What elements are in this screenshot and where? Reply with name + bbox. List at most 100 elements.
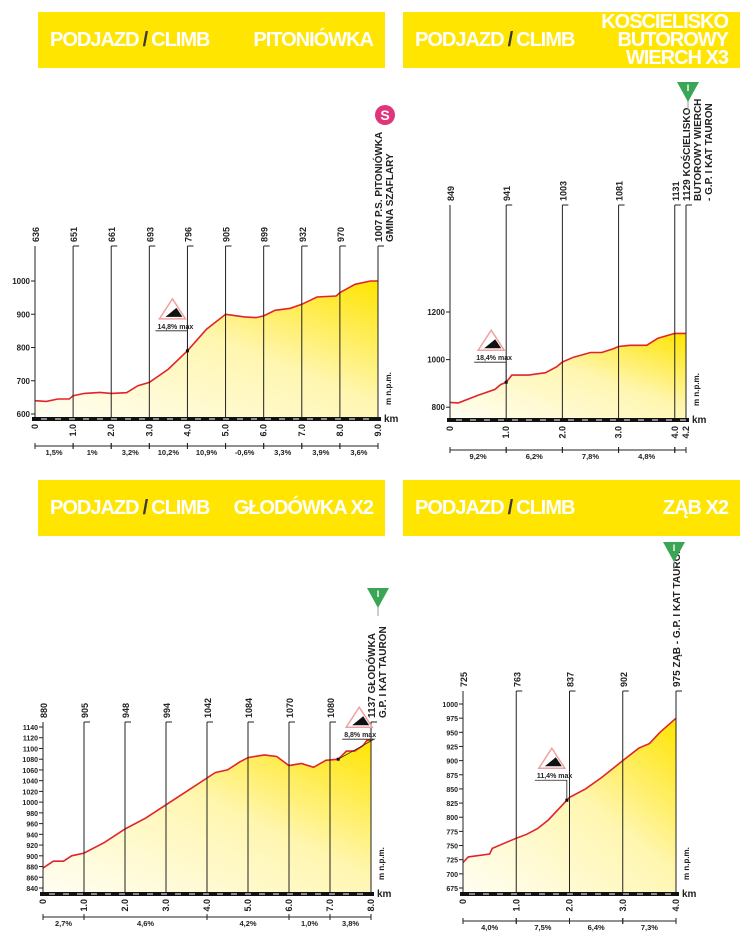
baseline-dash: [526, 419, 532, 421]
km-tick-label: 8.0: [366, 899, 376, 912]
y-tick-label: 700: [17, 377, 31, 386]
title-line: KOŚCIELISKO: [601, 11, 729, 33]
climb-title: GŁODÓWKA X2: [234, 498, 374, 518]
elevation-line: [42, 739, 371, 869]
y-tick-label: 800: [446, 815, 458, 822]
km-tick-label: 4.2: [681, 426, 691, 439]
y-tick-label: 840: [26, 886, 38, 893]
gradient-label: 7,5%: [534, 923, 551, 932]
max-gradient-label: 14,8% max: [157, 324, 193, 331]
x-unit-label: km: [692, 415, 707, 426]
baseline-dash: [512, 419, 518, 421]
baseline-dash: [203, 893, 209, 895]
climb-profile-chart: 675 700 725 750 775 800 825 850 875 900 925 950 975 1…: [442, 542, 697, 932]
baseline-dash: [456, 419, 462, 421]
y-tick-label: 880: [26, 865, 38, 872]
km-tick-label: 5.0: [221, 424, 231, 437]
baseline-dash: [209, 418, 215, 420]
baseline-dash: [139, 418, 145, 420]
y-tick-label: 750: [446, 844, 458, 851]
baseline-dash: [97, 418, 103, 420]
baseline-dash: [49, 893, 55, 895]
marker-elevation-label: 1070: [285, 698, 295, 718]
slash: /: [507, 28, 513, 51]
y-tick-label: 980: [26, 811, 38, 818]
climb-title: ZĄB X2: [663, 498, 729, 518]
marker-elevation-label: 651: [69, 227, 79, 242]
baseline-dash: [553, 893, 559, 895]
mountain-glyph: [165, 307, 183, 317]
km-tick-label: 1.0: [68, 424, 78, 437]
baseline-dash: [610, 419, 616, 421]
climb-title: KOŚCIELISKO BUTOROWY WIERCH X3: [574, 11, 729, 68]
baseline-dash: [624, 419, 630, 421]
y-tick-label: 850: [446, 787, 458, 794]
baseline-dash: [231, 893, 237, 895]
summit-label: BUTOROWY WIERCH: [693, 99, 704, 201]
baseline-dash: [77, 893, 83, 895]
climb-profile-chart: 840 860 880 900 920 940 960 980 1000 1020 1040 1060…: [22, 588, 392, 928]
km-tick-label: 4.0: [202, 899, 212, 912]
km-tick-label: 6.0: [259, 424, 269, 437]
elevation-area: [35, 281, 378, 417]
baseline-dash: [181, 418, 187, 420]
gradient-label: 1,5%: [46, 448, 63, 457]
leader-line: [474, 361, 507, 383]
baseline-dash: [251, 418, 257, 420]
summit-label: 1129 KOŚCIELISKO: [680, 107, 693, 201]
gradient-label: 4,8%: [638, 452, 655, 461]
climb-word-pl: PODJAZD: [50, 28, 140, 51]
baseline-dash: [637, 893, 643, 895]
climb-label: PODJAZD / CLIMB: [50, 28, 210, 52]
climb-word-pl: PODJAZD: [415, 496, 505, 519]
climb-header: PODJAZD / CLIMB GŁODÓWKA X2: [38, 480, 385, 536]
gradient-label: 2,7%: [55, 919, 72, 928]
gradient-label: -0,6%: [235, 448, 255, 457]
baseline-dash: [666, 419, 672, 421]
climb-label: PODJAZD / CLIMB: [50, 497, 210, 520]
sprint-icon: [375, 105, 395, 125]
y-tick-label: 900: [26, 854, 38, 861]
baseline-dash: [55, 418, 61, 420]
summit-label: - G.P. I KAT TAURON: [704, 103, 715, 201]
y-tick-label: 1080: [22, 757, 38, 764]
climb-profile-chart: 800 1000 1200 849 941 1003 1081 1131 1129 KOŚCIE…: [427, 82, 715, 461]
baseline-dash: [469, 893, 475, 895]
climb-title: PITONIÓWKA: [253, 30, 374, 50]
baseline-dash: [484, 419, 490, 421]
baseline-dash: [343, 893, 349, 895]
km-tick-label: 1.0: [79, 899, 89, 912]
baseline-dash: [41, 418, 47, 420]
baseline-dash: [511, 893, 517, 895]
baseline-dash: [119, 893, 125, 895]
elevation-line: [462, 717, 677, 864]
km-tick-label: 0: [458, 899, 468, 904]
y-tick-label: 900: [446, 759, 458, 766]
leader-line: [534, 779, 568, 801]
km-tick-label: 7.0: [325, 899, 335, 912]
baseline-dash: [293, 418, 299, 420]
km-tick-label: 1.0: [501, 426, 511, 439]
km-tick-label: 2.0: [557, 426, 567, 439]
baseline-dash: [329, 893, 335, 895]
mountain-glyph: [352, 716, 370, 726]
climb-label: PODJAZD / CLIMB: [415, 496, 575, 520]
baseline-dash: [167, 418, 173, 420]
x-unit-label: km: [384, 414, 399, 425]
mountain-prize-icon: [367, 588, 389, 608]
marker-elevation-label: 941: [502, 186, 512, 201]
gradient-label: 6,2%: [526, 452, 543, 461]
km-tick-label: 6.0: [284, 899, 294, 912]
marker-elevation-label: 1042: [203, 698, 213, 718]
km-tick-label: 0: [445, 426, 455, 431]
y-tick-label: 1040: [22, 779, 38, 786]
y-tick-label: 920: [26, 843, 38, 850]
km-tick-label: 7.0: [297, 424, 307, 437]
km-tick-label: 4.0: [182, 424, 192, 437]
y-tick-label: 725: [446, 858, 458, 865]
y-tick-label: 875: [446, 773, 458, 780]
baseline-dash: [349, 418, 355, 420]
marker-elevation-label: 1081: [615, 181, 625, 201]
baseline-dash: [273, 893, 279, 895]
baseline-dash: [69, 418, 75, 420]
